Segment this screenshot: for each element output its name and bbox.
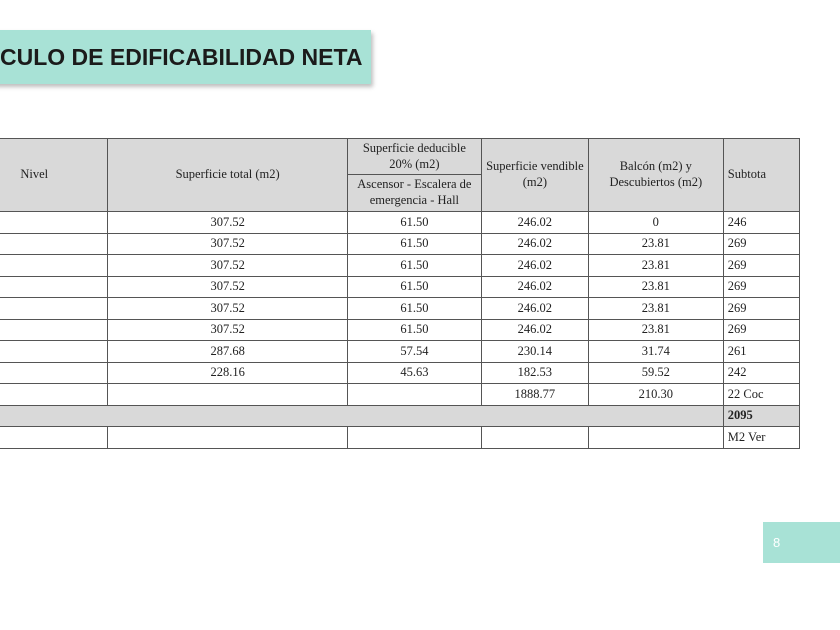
table-cell xyxy=(0,232,109,255)
table-cell: 22 Coc xyxy=(722,383,801,406)
table-row: 307.52 61.50 246.02 23.81 269 xyxy=(0,318,801,341)
table-cell: 23.81 xyxy=(587,275,724,298)
table-row: 307.52 61.50 246.02 23.81 269 xyxy=(0,297,801,320)
table-cell: 45.63 xyxy=(346,361,482,384)
table-cell: 23.81 xyxy=(587,318,724,341)
table-cell: M2 Ver xyxy=(722,426,801,449)
header-cell: Balcón (m2) y Descubiertos (m2) xyxy=(587,138,724,212)
table-body: aja307.5261.50246.020246307.5261.50246.0… xyxy=(0,211,801,449)
table-cell: aja xyxy=(0,211,109,234)
table-cell: 246.02 xyxy=(480,254,589,277)
table-cell xyxy=(0,275,109,298)
table-row: ndible2095 xyxy=(0,404,801,427)
table-cell: 23.81 xyxy=(587,254,724,277)
table-cell: 269 xyxy=(722,232,801,255)
table-cell: 246.02 xyxy=(480,318,589,341)
table-cell: ndible xyxy=(0,404,724,427)
table-cell: 31.74 xyxy=(587,340,724,363)
table-cell: 246 xyxy=(722,211,801,234)
header-cell: Superficie deducible 20% (m2) xyxy=(346,138,482,175)
table-cell: 61.50 xyxy=(346,297,482,320)
table-cell xyxy=(587,426,724,449)
table-cell: 307.52 xyxy=(107,232,348,255)
table-row: 307.52 61.50 246.02 23.81 269 xyxy=(0,254,801,277)
table-cell: 307.52 xyxy=(107,297,348,320)
table-cell xyxy=(346,383,482,406)
table-cell xyxy=(0,340,109,363)
table-cell: 59.52 xyxy=(587,361,724,384)
slide-title: CULO DE EDIFICABILIDAD NETA xyxy=(0,30,371,84)
table-cell: 61.50 xyxy=(346,318,482,341)
table-cell: 307.52 xyxy=(107,211,348,234)
table-cell: 230.14 xyxy=(480,340,589,363)
table-row: 287.68 57.54 230.14 31.74 261 xyxy=(0,340,801,363)
table-cell: 23.81 xyxy=(587,297,724,320)
table-cell: 182.53 xyxy=(480,361,589,384)
table-cell: 307.52 xyxy=(107,254,348,277)
table-cell: 61.50 xyxy=(346,232,482,255)
table-cell: 269 xyxy=(722,254,801,277)
table-row: 307.52 61.50 246.02 23.81 269 xyxy=(0,232,801,255)
table-cell: 61.50 xyxy=(346,211,482,234)
table-cell xyxy=(107,383,348,406)
table-cell: 23.81 xyxy=(587,232,724,255)
table-cell xyxy=(0,254,109,277)
table-cell: 261 xyxy=(722,340,801,363)
table-cell: 57.54 xyxy=(346,340,482,363)
table-cell: 61.50 xyxy=(346,275,482,298)
table-cell: 1888.77 xyxy=(480,383,589,406)
table-row: 228.16 45.63 182.53 59.52 242 xyxy=(0,361,801,384)
table: Nivel Superficie total (m2) Superficie d… xyxy=(0,138,801,449)
table-cell xyxy=(0,361,109,384)
table-cell: s xyxy=(0,383,109,406)
table-cell: 269 xyxy=(722,297,801,320)
header-cell: Superficie total (m2) xyxy=(107,138,348,212)
header-cell: Superficie vendible (m2) xyxy=(480,138,589,212)
table-cell: 242 xyxy=(722,361,801,384)
table-cell: 246.02 xyxy=(480,211,589,234)
header-cell: Nivel xyxy=(0,138,109,212)
table-cell: 307.52 xyxy=(107,275,348,298)
table-cell: 0 xyxy=(587,211,724,234)
table-cell xyxy=(0,297,109,320)
header-cell: Subtota xyxy=(722,138,801,212)
table-cell xyxy=(0,426,109,449)
header-subcell: Ascensor - Escalera de emergencia - Hall xyxy=(346,174,482,212)
table-cell: 2095 xyxy=(722,404,801,427)
table-cell: 246.02 xyxy=(480,297,589,320)
page-number: 8 xyxy=(763,522,840,563)
table-cell: 246.02 xyxy=(480,232,589,255)
table-row: 307.52 61.50 246.02 23.81 269 xyxy=(0,275,801,298)
table-cell: 228.16 xyxy=(107,361,348,384)
table-cell xyxy=(346,426,482,449)
table-cell: 307.52 xyxy=(107,318,348,341)
table-cell xyxy=(0,318,109,341)
table-cell: 246.02 xyxy=(480,275,589,298)
table-cell: 210.30 xyxy=(587,383,724,406)
table-cell: 61.50 xyxy=(346,254,482,277)
table-cell: 269 xyxy=(722,318,801,341)
table-cell xyxy=(107,426,348,449)
table-cell: 269 xyxy=(722,275,801,298)
table-cell xyxy=(480,426,589,449)
table-row: M2 Ver xyxy=(0,426,801,449)
table-cell: 287.68 xyxy=(107,340,348,363)
